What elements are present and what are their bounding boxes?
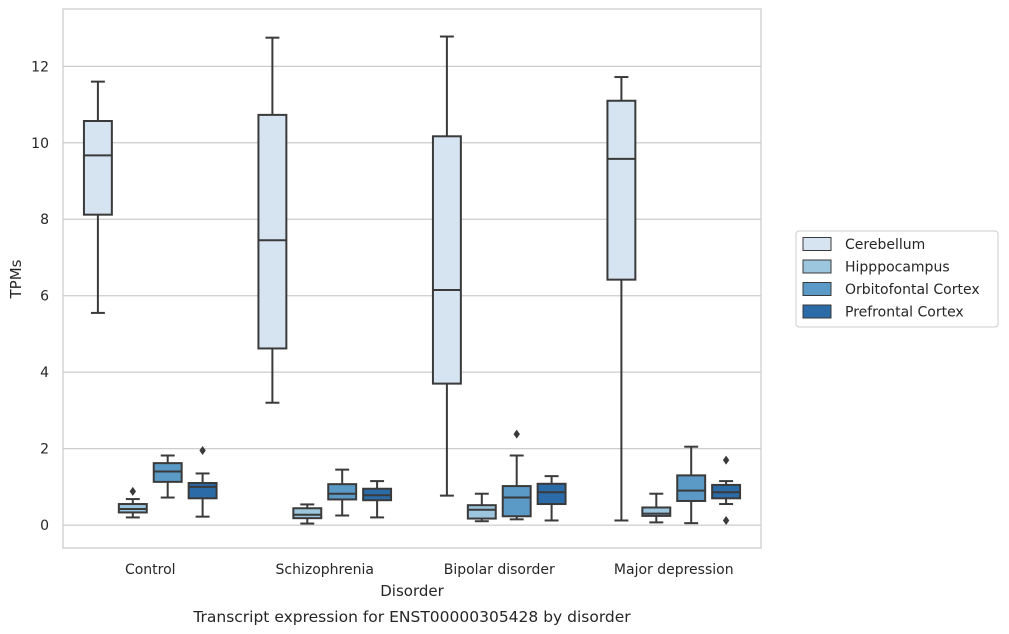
box-body xyxy=(431,135,462,385)
x-tick-label: Control xyxy=(125,562,176,578)
box-2-3 xyxy=(676,445,707,525)
box-body xyxy=(187,482,218,500)
box-0-2 xyxy=(431,35,462,497)
legend-swatch xyxy=(802,237,832,251)
y-tick-label: 10 xyxy=(31,136,49,152)
legend-swatch xyxy=(802,259,832,274)
y-tick-label: 6 xyxy=(40,289,49,305)
box-0-1 xyxy=(257,36,288,404)
y-tick-label: 4 xyxy=(40,365,49,381)
gridlines xyxy=(63,65,761,526)
plot-frame xyxy=(62,8,762,549)
outlier-point xyxy=(129,486,136,496)
y-tick-label: 0 xyxy=(40,518,49,534)
legend: Cerebellum Hipppocampus Orbitofontal Corte… xyxy=(795,230,999,328)
x-tick-label: Bipolar disorder xyxy=(444,562,555,578)
box-2-0 xyxy=(152,454,183,499)
box-body xyxy=(501,485,532,518)
legend-label: Orbitofontal Cortex xyxy=(845,282,980,298)
box-1-1 xyxy=(292,503,323,525)
legend-swatch xyxy=(802,282,832,296)
box-body xyxy=(257,113,288,350)
y-axis-label: TPMs xyxy=(7,259,25,299)
outlier-point xyxy=(199,446,206,456)
box-body xyxy=(676,474,707,502)
legend-label: Cerebellum xyxy=(845,237,925,253)
box-3-1 xyxy=(362,480,393,519)
box-0-0 xyxy=(82,80,113,314)
legend-label: Hipppocampus xyxy=(845,260,950,276)
box-3-2 xyxy=(536,475,567,522)
outlier-point xyxy=(722,515,730,525)
box-body xyxy=(466,504,497,520)
y-tick-label: 2 xyxy=(40,442,49,458)
box-2-1 xyxy=(327,468,358,517)
x-axis-label: Disorder xyxy=(380,582,444,600)
box-body xyxy=(82,120,113,216)
legend-frame xyxy=(795,230,999,328)
box-body xyxy=(292,507,323,520)
box-2-2 xyxy=(501,429,532,521)
box-3-3 xyxy=(711,455,742,525)
box-3-0 xyxy=(187,446,218,518)
box-body xyxy=(536,482,567,506)
legend-swatch xyxy=(802,304,832,319)
x-tick-label: Major depression xyxy=(614,562,734,578)
x-tick-label: Schizophrenia xyxy=(276,562,374,578)
y-tick-labels: 0 2 4 6 8 10 12 xyxy=(31,59,49,534)
box-1-2 xyxy=(466,492,497,523)
x-tick-labels: Control Schizophrenia Bipolar disorder Majo… xyxy=(125,562,734,578)
box-body xyxy=(641,506,672,517)
box-1-3 xyxy=(641,492,672,524)
outlier-point xyxy=(513,429,520,439)
box-1-0 xyxy=(117,486,148,519)
chart-caption: Transcript expression for ENST0000030542… xyxy=(192,608,631,626)
boxes xyxy=(82,35,742,525)
legend-label: Prefrontal Cortex xyxy=(845,305,964,321)
y-tick-label: 12 xyxy=(31,59,49,75)
box-body xyxy=(606,99,637,281)
box-body xyxy=(327,483,358,501)
box-0-3 xyxy=(606,76,637,522)
y-tick-label: 8 xyxy=(40,212,49,228)
outlier-point xyxy=(722,455,730,465)
